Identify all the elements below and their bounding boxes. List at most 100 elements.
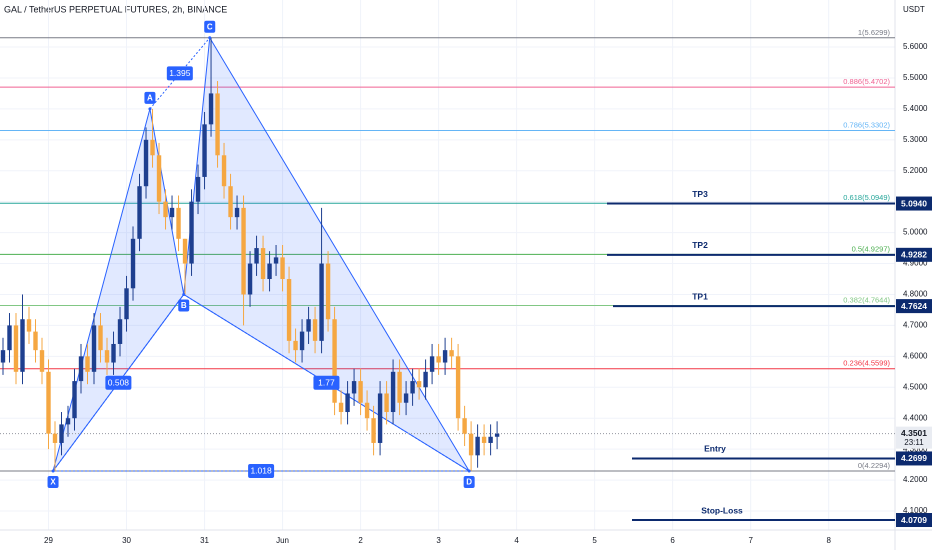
trade-level-name: TP3: [692, 189, 708, 199]
candle-body: [202, 124, 207, 177]
candle-body: [111, 343, 116, 363]
y-tick-label: 4.3000: [903, 444, 928, 453]
x-tick-label: 4: [514, 536, 519, 545]
candle-body: [104, 350, 110, 363]
price-tag-label: 4.2699: [901, 453, 927, 463]
y-tick-label: 4.1000: [903, 506, 928, 515]
y-tick-label: 4.2000: [903, 475, 928, 484]
candle-body: [176, 207, 181, 239]
x-tick-label: 3: [436, 536, 441, 545]
candle-body: [306, 319, 311, 332]
fib-label: 1(5.6299): [858, 28, 891, 37]
pattern-point-box: [144, 91, 156, 104]
ratio-label: 1.018: [250, 466, 272, 476]
price-tag: [896, 196, 932, 211]
candle-body: [195, 176, 201, 202]
trade-level-name: TP1: [692, 291, 708, 301]
y-tick-label: 5.2000: [903, 166, 928, 175]
candle-body: [137, 186, 142, 239]
y-tick-label: 5.3000: [903, 135, 928, 144]
pattern-point: [51, 469, 55, 473]
candle-body: [280, 257, 285, 280]
x-tick-label: 5: [592, 536, 597, 545]
pattern-point: [467, 469, 471, 473]
y-tick-label: 5.0000: [903, 228, 928, 237]
price-tag-label: 4.0709: [901, 515, 927, 525]
candle-body: [228, 186, 233, 218]
candle-body: [358, 381, 363, 403]
price-tag: [896, 247, 932, 262]
pattern-point-label: X: [50, 478, 56, 487]
last-price-tag: [896, 426, 932, 449]
candle-body: [39, 350, 45, 372]
y-tick-label: 4.6000: [903, 351, 928, 360]
x-tick-label: 30: [122, 536, 131, 545]
pattern-ratio-line: [149, 37, 211, 110]
candle-body: [338, 402, 344, 413]
candle-body: [13, 325, 19, 372]
fib-label: 0.382(4.7644): [843, 295, 890, 304]
y-tick-label: 5.5000: [903, 73, 928, 82]
y-tick-label: 4.7000: [903, 321, 928, 330]
candle-body: [371, 418, 376, 443]
candle-body: [65, 418, 71, 425]
ratio-box: [166, 66, 193, 81]
candle-body: [91, 325, 97, 372]
candle-body: [59, 424, 64, 443]
fib-label: 0.886(5.4702): [843, 77, 890, 86]
fib-label: 0.236(4.5599): [843, 359, 890, 368]
candle-body: [221, 155, 227, 187]
candle-body: [117, 319, 123, 344]
price-tag-label: 4.7624: [901, 301, 927, 311]
price-tag-label: 5.0940: [901, 198, 927, 208]
fib-label: 0.786(5.3302): [843, 120, 890, 129]
candle-body: [449, 350, 454, 357]
pattern-point-box: [463, 475, 475, 488]
candle-body: [384, 393, 389, 413]
candle-body: [468, 433, 474, 456]
candle-body: [46, 371, 51, 434]
candle-body: [455, 356, 461, 419]
candle-body: [189, 201, 194, 264]
x-tick-label: 2: [358, 536, 363, 545]
candle-body: [403, 393, 409, 403]
candle-body: [130, 238, 136, 289]
pattern-point-box: [47, 475, 59, 488]
candle-body: [208, 93, 214, 125]
price-tag: [896, 299, 932, 314]
candle-body: [72, 381, 77, 419]
candle-body: [481, 436, 487, 443]
candle-body: [442, 350, 448, 363]
candle-body: [494, 433, 500, 437]
x-tick-label: 7: [748, 536, 753, 545]
candle-body: [234, 207, 240, 218]
trade-level-name: TP2: [692, 240, 708, 250]
candle-body: [351, 381, 357, 394]
candle-body: [215, 93, 220, 156]
y-tick-label: 5.4000: [903, 104, 928, 113]
candle-body: [98, 325, 103, 351]
candle-body: [124, 288, 129, 320]
countdown: 23:11: [904, 438, 924, 447]
candle-body: [52, 433, 58, 443]
y-tick-label: 4.5000: [903, 382, 928, 391]
candle-body: [312, 319, 318, 341]
candle-body: [462, 418, 467, 434]
candle-body: [247, 263, 253, 295]
candle-body: [163, 201, 168, 218]
x-tick-label: Jun: [276, 536, 289, 545]
pattern-point-label: B: [181, 301, 187, 310]
ratio-box: [313, 375, 340, 390]
candle-body: [85, 356, 90, 372]
ratio-box: [248, 463, 275, 478]
ratio-label: 1.77: [318, 377, 335, 387]
candle-body: [364, 402, 370, 419]
x-tick-label: 6: [670, 536, 675, 545]
candle-body: [299, 331, 305, 351]
candle-body: [293, 340, 298, 351]
candle-body: [286, 279, 292, 341]
candle-body: [260, 248, 266, 280]
candle-body: [410, 381, 415, 394]
candle-body: [143, 139, 149, 187]
